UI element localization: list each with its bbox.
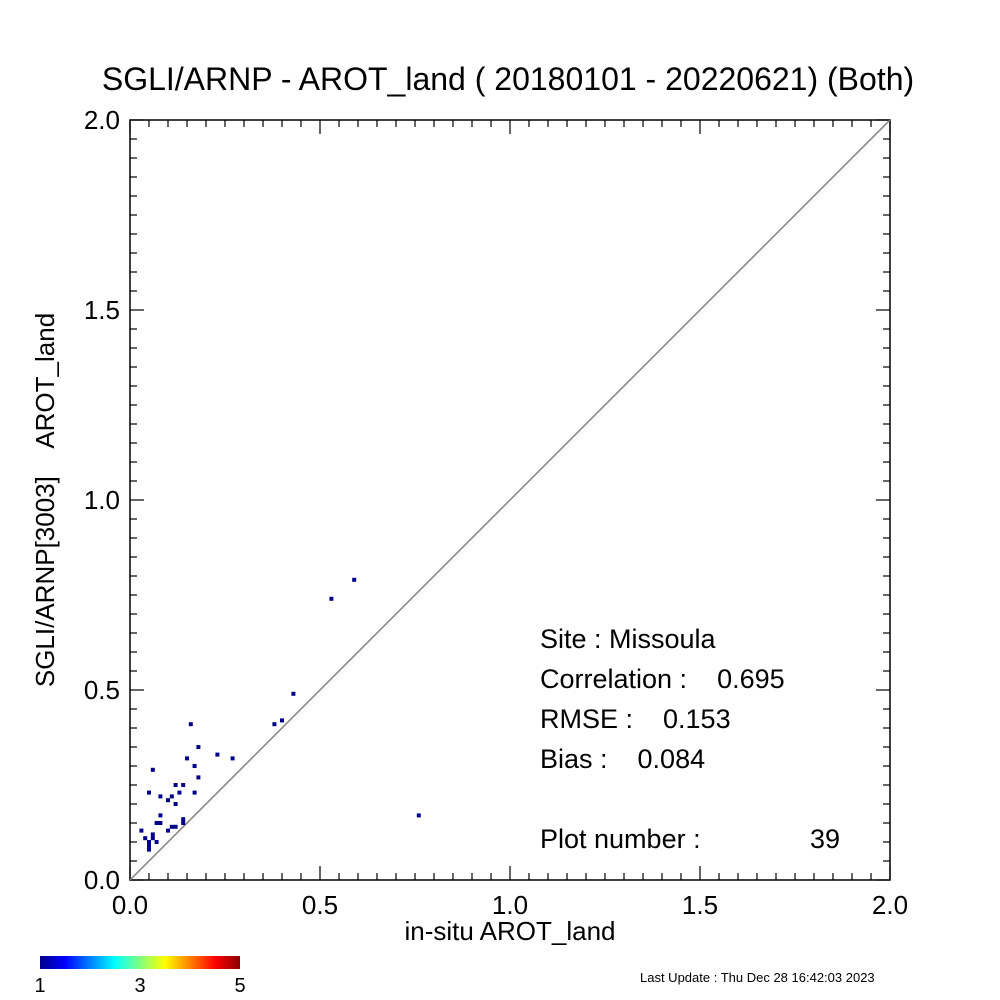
data-point <box>230 756 235 761</box>
data-point <box>181 817 186 822</box>
data-point <box>188 722 193 727</box>
plot-area <box>129 119 891 881</box>
data-point <box>150 836 155 841</box>
data-point <box>169 794 174 799</box>
data-point <box>291 691 296 696</box>
stats-plot-number-value: 39 <box>810 824 840 854</box>
data-point <box>192 790 197 795</box>
data-point <box>166 828 170 833</box>
data-point <box>196 745 201 749</box>
data-point <box>139 828 144 833</box>
data-point <box>173 802 178 806</box>
major-ticks <box>129 119 891 881</box>
data-point <box>177 790 182 795</box>
x-tick-label: 1.5 <box>682 890 718 920</box>
data-point <box>147 847 151 852</box>
colorbar-mid-label: 3 <box>134 975 145 997</box>
y-tick-label: 1.5 <box>84 295 120 325</box>
data-point <box>150 832 155 837</box>
y-tick-label: 2.0 <box>84 105 120 135</box>
stats-bias: Bias : 0.084 <box>540 744 705 774</box>
data-point <box>154 821 159 825</box>
colorbar-min-label: 1 <box>34 975 45 997</box>
data-point <box>147 790 151 795</box>
one-to-one-line <box>129 119 891 881</box>
stats-rmse: RMSE : 0.153 <box>540 704 731 734</box>
data-point <box>147 840 151 844</box>
x-axis-label: in-situ AROT_land <box>405 916 616 946</box>
data-point <box>215 752 220 757</box>
y-axis-label: SGLI/ARNP[3003] AROT_land <box>30 313 60 687</box>
y-tick-label: 1.0 <box>84 485 120 515</box>
data-point <box>280 718 284 723</box>
data-point <box>173 783 178 787</box>
data-point <box>158 821 163 825</box>
data-point <box>416 813 421 818</box>
data-point <box>143 836 148 841</box>
stats-box: Site : Missoula Correlation : 0.695 RMSE… <box>540 624 840 854</box>
colorbar-max-label: 5 <box>234 975 245 997</box>
data-points <box>139 577 421 852</box>
data-point <box>173 824 178 829</box>
x-tick-label: 0.0 <box>112 890 148 920</box>
data-point <box>196 775 201 780</box>
y-tick-label: 0.0 <box>84 865 120 895</box>
x-tick-label: 2.0 <box>872 890 908 920</box>
data-point <box>169 824 174 829</box>
y-tick-label: 0.5 <box>84 675 120 705</box>
data-point <box>147 843 151 848</box>
x-tick-label: 1.0 <box>492 890 528 920</box>
data-point <box>158 794 163 799</box>
minor-ticks <box>130 120 890 880</box>
data-point <box>166 798 170 803</box>
x-tick-label: 0.5 <box>302 890 338 920</box>
data-point <box>192 764 197 768</box>
data-point <box>154 840 159 844</box>
stats-plot-number-label: Plot number : <box>540 824 701 854</box>
data-point <box>352 577 357 582</box>
data-point <box>329 596 334 601</box>
data-point <box>181 821 186 825</box>
stats-correlation: Correlation : 0.695 <box>540 664 785 694</box>
stats-site: Site : Missoula <box>540 624 717 654</box>
data-point <box>185 756 189 761</box>
y-tick-labels: 0.0 0.5 1.0 1.5 2.0 <box>84 105 120 895</box>
data-point <box>158 813 163 818</box>
colorbar-gradient <box>40 956 240 969</box>
chart-title: SGLI/ARNP - AROT_land ( 20180101 - 20220… <box>102 61 914 97</box>
data-point <box>272 722 277 727</box>
data-point <box>150 767 155 772</box>
colorbar: 1 3 5 <box>34 956 246 997</box>
data-point <box>181 783 186 787</box>
last-update-text: Last Update : Thu Dec 28 16:42:03 2023 <box>640 970 875 985</box>
x-tick-labels: 0.0 0.5 1.0 1.5 2.0 <box>112 890 908 920</box>
